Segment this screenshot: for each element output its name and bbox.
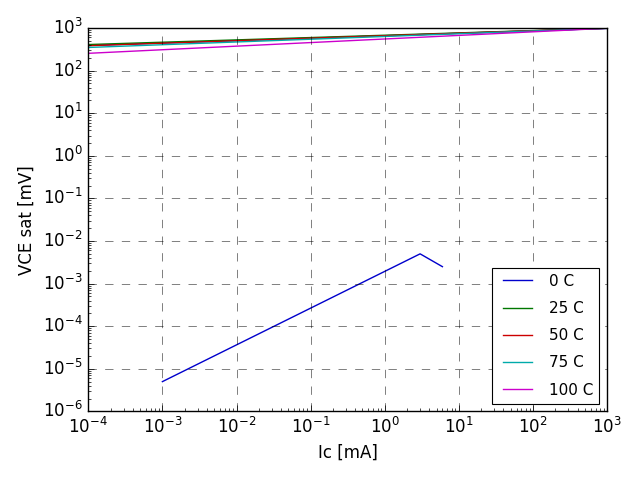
50 C (604, 25, 611, 31)
50 C (478, 30, 486, 36)
100 C (116, 49, 124, 55)
Legend: 0 C, 25 C, 50 C, 75 C, 100 C: 0 C, 25 C, 50 C, 75 C, 100 C (492, 268, 600, 404)
0 C (399, 32, 407, 38)
75 C (84, 45, 92, 50)
100 C (386, 36, 394, 42)
25 C (415, 31, 422, 37)
50 C (415, 32, 422, 37)
100 C (415, 35, 422, 40)
75 C (531, 28, 539, 34)
75 C (478, 30, 486, 36)
50 C (116, 42, 124, 48)
50 C (386, 33, 394, 38)
75 C (415, 32, 422, 38)
25 C (386, 32, 394, 38)
25 C (116, 41, 124, 47)
75 C (386, 34, 394, 39)
Line: 50 C: 50 C (88, 28, 607, 46)
Line: 75 C: 75 C (88, 28, 607, 48)
75 C (116, 43, 124, 49)
100 C (84, 50, 92, 56)
Line: 0 C: 0 C (88, 28, 607, 46)
25 C (399, 32, 407, 37)
100 C (478, 31, 486, 37)
25 C (84, 42, 92, 48)
0 C (531, 28, 539, 34)
X-axis label: Ic [mA]: Ic [mA] (317, 444, 378, 462)
0 C (116, 42, 124, 48)
25 C (478, 29, 486, 35)
Line: 100 C: 100 C (88, 28, 607, 53)
50 C (84, 43, 92, 48)
25 C (531, 28, 539, 34)
Y-axis label: VCE sat [mV]: VCE sat [mV] (18, 165, 36, 275)
0 C (84, 43, 92, 48)
50 C (399, 32, 407, 38)
0 C (604, 25, 611, 31)
100 C (604, 25, 611, 31)
0 C (415, 32, 422, 37)
100 C (399, 35, 407, 41)
0 C (386, 33, 394, 38)
25 C (604, 25, 611, 31)
100 C (531, 29, 539, 35)
75 C (399, 33, 407, 39)
0 C (478, 30, 486, 36)
Line: 25 C: 25 C (88, 28, 607, 45)
75 C (604, 25, 611, 31)
50 C (531, 28, 539, 34)
